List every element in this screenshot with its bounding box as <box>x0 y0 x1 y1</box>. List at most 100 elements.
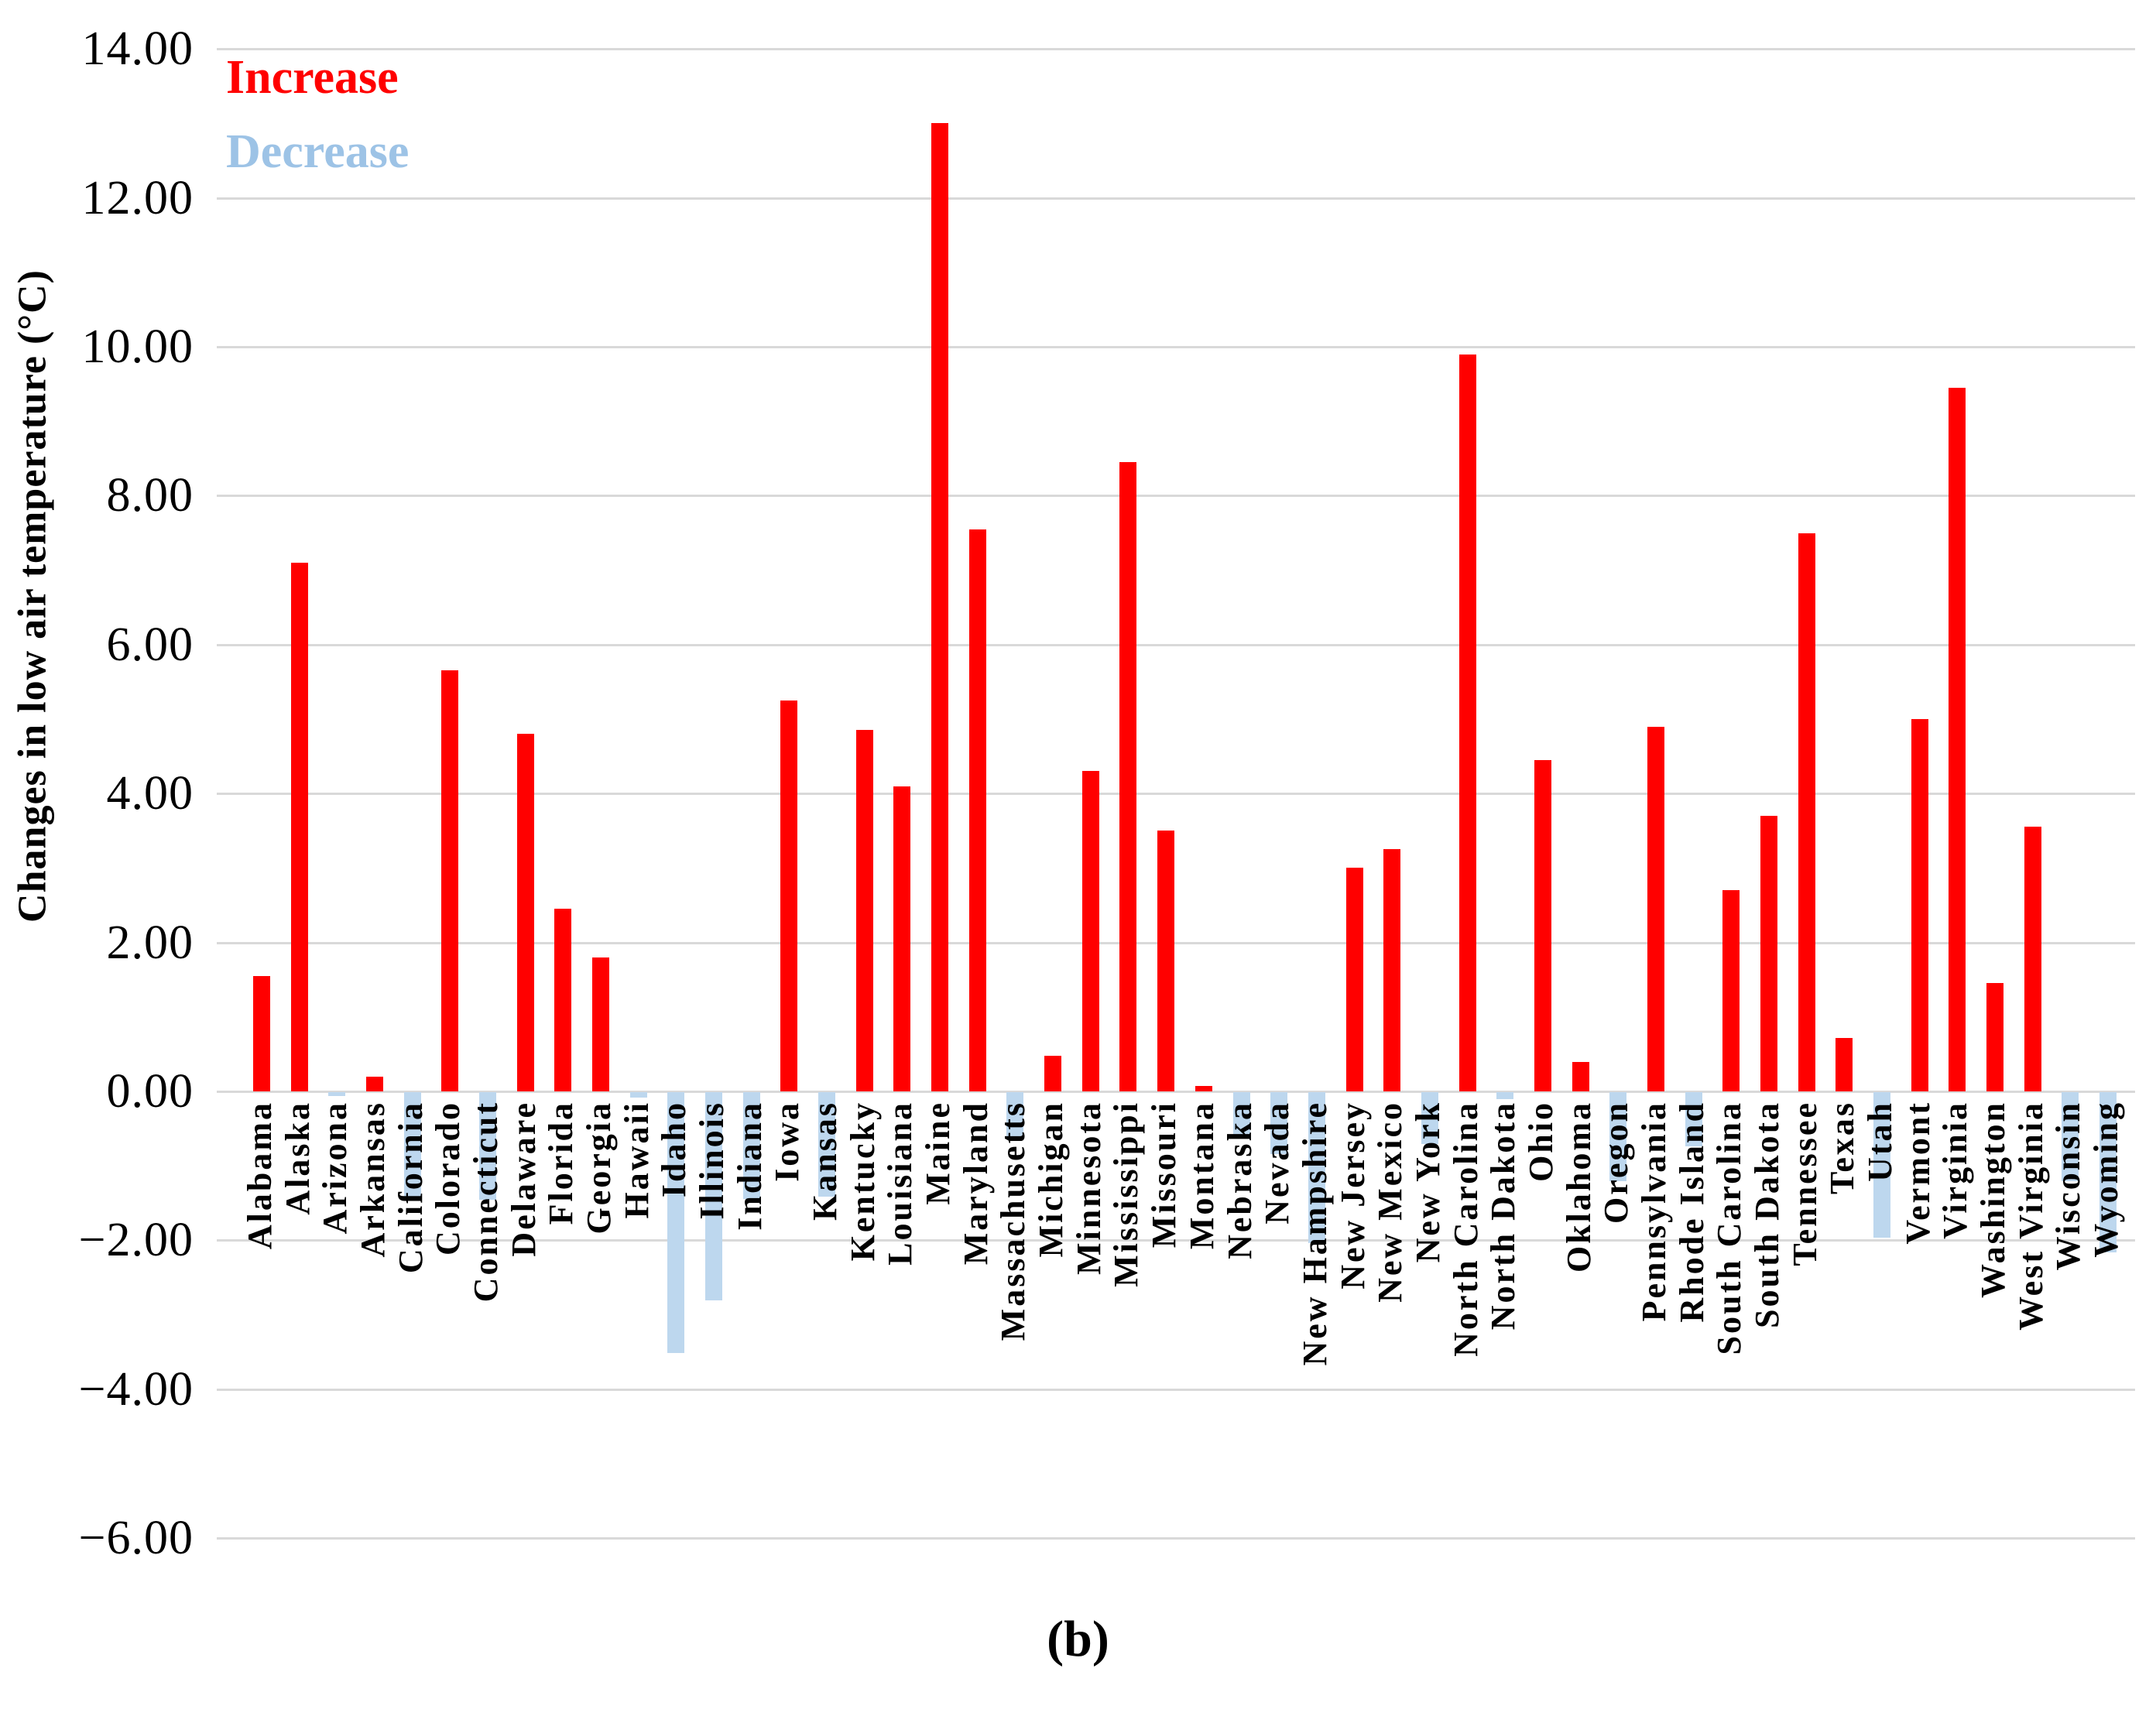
gridline-y-14 <box>217 48 2135 51</box>
bar-wyoming <box>2099 1092 2117 1252</box>
x-axis-label-maine: Maine <box>919 1101 958 1205</box>
bar-oregon <box>1609 1092 1627 1182</box>
x-axis-label-missouri: Missouri <box>1145 1101 1184 1249</box>
bar-connecticut <box>479 1092 497 1201</box>
bar-washington <box>1986 982 2003 1091</box>
x-axis-label-washington: Washington <box>1973 1101 2012 1298</box>
legend: Increase Decrease <box>226 40 409 189</box>
bar-new-mexico <box>1383 849 1401 1091</box>
x-axis-label-vermont: Vermont <box>1898 1101 1937 1245</box>
bar-massachusetts <box>1006 1092 1024 1137</box>
x-axis-label-idaho: Idaho <box>655 1101 694 1198</box>
x-axis-label-new-hampshire: New Hampshire <box>1295 1101 1334 1366</box>
bar-rhode-island <box>1685 1092 1702 1147</box>
x-axis-label-new-mexico: New Mexico <box>1371 1101 1410 1303</box>
bar-nevada <box>1270 1092 1288 1154</box>
y-axis-tick-label: 12.00 <box>81 171 194 224</box>
gridline-y-4 <box>217 793 2135 796</box>
x-axis-label-new-york: New York <box>1408 1101 1447 1263</box>
bar-california <box>403 1092 421 1197</box>
x-axis-label-texas: Texas <box>1823 1101 1862 1194</box>
bar-alabama <box>253 975 270 1091</box>
x-axis-label-maryland: Maryland <box>956 1101 995 1266</box>
y-axis-tick-label: 4.00 <box>106 767 194 820</box>
bar-florida <box>554 909 572 1091</box>
y-axis-tick-label: 0.00 <box>106 1065 194 1118</box>
y-axis-tick-label: 6.00 <box>106 618 194 671</box>
bar-colorado <box>441 670 459 1091</box>
y-axis-tick-label: −2.00 <box>78 1214 194 1267</box>
x-axis-label-oregon: Oregon <box>1597 1101 1636 1224</box>
y-axis-tick-label: 2.00 <box>106 916 194 969</box>
x-axis-label-oklahoma: Oklahoma <box>1559 1101 1598 1273</box>
x-axis-label-indiana: Indiana <box>730 1101 769 1231</box>
y-axis-tick-label: −6.00 <box>78 1512 194 1565</box>
x-axis-label-iowa: Iowa <box>768 1101 807 1182</box>
x-axis-label-georgia: Georgia <box>580 1101 619 1235</box>
x-axis-label-wisconsin: Wisconsin <box>2049 1101 2088 1271</box>
bar-south-dakota <box>1760 816 1777 1091</box>
bar-new-hampshire <box>1308 1092 1325 1244</box>
bar-mississippi <box>1119 462 1137 1091</box>
gridline-y-8 <box>217 495 2135 498</box>
gridline-y--4 <box>217 1388 2135 1391</box>
bar-virginia <box>1949 387 1966 1091</box>
bar-west-virginia <box>2024 827 2041 1091</box>
bar-maryland <box>968 529 986 1091</box>
x-axis-label-connecticut: Connecticut <box>467 1101 506 1303</box>
bar-texas <box>1836 1037 1853 1091</box>
y-axis-tick-label: 8.00 <box>106 469 194 522</box>
gridline-y-12 <box>217 197 2135 200</box>
y-axis-tick-label: −4.00 <box>78 1362 194 1416</box>
bar-vermont <box>1911 719 1928 1091</box>
bar-ohio <box>1534 759 1551 1091</box>
x-axis-label-minnesota: Minnesota <box>1069 1101 1108 1275</box>
x-axis-label-new-jersey: New Jersey <box>1333 1101 1372 1290</box>
x-axis-label-tennessee: Tennessee <box>1785 1101 1824 1266</box>
bar-kentucky <box>855 730 873 1091</box>
x-axis-label-north-carolina: North Carolina <box>1446 1101 1485 1357</box>
bar-oklahoma <box>1572 1061 1589 1091</box>
x-axis-label-kentucky: Kentucky <box>843 1101 882 1262</box>
bar-delaware <box>516 734 534 1091</box>
x-axis-label-south-dakota: South Dakota <box>1747 1101 1786 1328</box>
x-axis-label-hawaii: Hawaii <box>617 1101 656 1219</box>
bar-arizona <box>328 1092 346 1096</box>
x-axis-label-west-virginia: West Virginia <box>2011 1101 2050 1331</box>
bar-utah <box>1873 1092 1890 1238</box>
y-axis-tick-label: 14.00 <box>81 22 194 76</box>
x-axis-label-south-carolina: South Carolina <box>1710 1101 1749 1355</box>
gridline-y--2 <box>217 1239 2135 1242</box>
x-axis-label-montana: Montana <box>1182 1101 1221 1250</box>
bar-maine <box>931 123 949 1091</box>
legend-item-increase: Increase <box>226 51 399 104</box>
bar-pennsylvania <box>1647 726 1664 1091</box>
x-axis-label-illinois: Illinois <box>693 1101 732 1220</box>
bar-new-york <box>1421 1092 1438 1145</box>
bar-indiana <box>742 1092 760 1199</box>
x-axis-label-michigan: Michigan <box>1032 1101 1071 1258</box>
bar-hawaii <box>629 1092 647 1098</box>
bar-south-carolina <box>1722 890 1740 1091</box>
bar-illinois <box>705 1092 723 1301</box>
legend-item-decrease: Decrease <box>226 125 410 179</box>
bar-alaska <box>290 562 308 1091</box>
x-axis-label-florida: Florida <box>542 1101 581 1225</box>
gridline-y-0 <box>217 1091 2135 1093</box>
bar-louisiana <box>893 786 911 1091</box>
bar-michigan <box>1044 1055 1062 1091</box>
x-axis-label-wyoming: Wyoming <box>2087 1101 2125 1258</box>
y-axis-tick-label: 10.00 <box>81 320 194 373</box>
x-axis-label-alaska: Alaska <box>278 1101 317 1215</box>
bar-north-dakota <box>1496 1092 1514 1099</box>
x-axis-label-north-dakota: North Dakota <box>1484 1101 1523 1331</box>
x-axis-label-alabama: Alabama <box>241 1101 279 1250</box>
x-axis-label-delaware: Delaware <box>504 1101 543 1257</box>
bar-new-jersey <box>1345 868 1363 1091</box>
bar-iowa <box>780 700 798 1091</box>
bar-kansas <box>818 1092 836 1197</box>
x-axis-label-arizona: Arizona <box>316 1101 355 1235</box>
bar-georgia <box>592 957 610 1091</box>
